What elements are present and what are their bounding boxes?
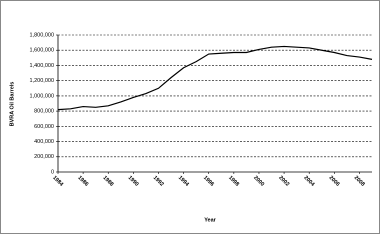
chart: Year BVRA Oil Barrels 0 200,000 400,000 600… bbox=[0, 0, 380, 234]
y-tick-label: 1,400,000 bbox=[30, 63, 54, 69]
x-axis-label: Year bbox=[204, 217, 216, 223]
y-tick-label: 200,000 bbox=[34, 154, 54, 160]
y-tick-label: 1,000,000 bbox=[30, 93, 54, 99]
y-tick-label: 800,000 bbox=[34, 109, 54, 115]
line bbox=[57, 45, 373, 111]
y-axis-label: BVRA Oil Barrels bbox=[9, 82, 15, 127]
y-tick-label: 600,000 bbox=[34, 124, 54, 130]
y-tick-label: 1,200,000 bbox=[30, 78, 54, 84]
y-tick-label: 1,600,000 bbox=[30, 48, 54, 54]
y-tick-label: 400,000 bbox=[34, 139, 54, 145]
chart-border bbox=[0, 0, 380, 234]
y-tick-label: 1,800,000 bbox=[30, 32, 54, 38]
y-tick-label: 0 bbox=[51, 169, 54, 175]
